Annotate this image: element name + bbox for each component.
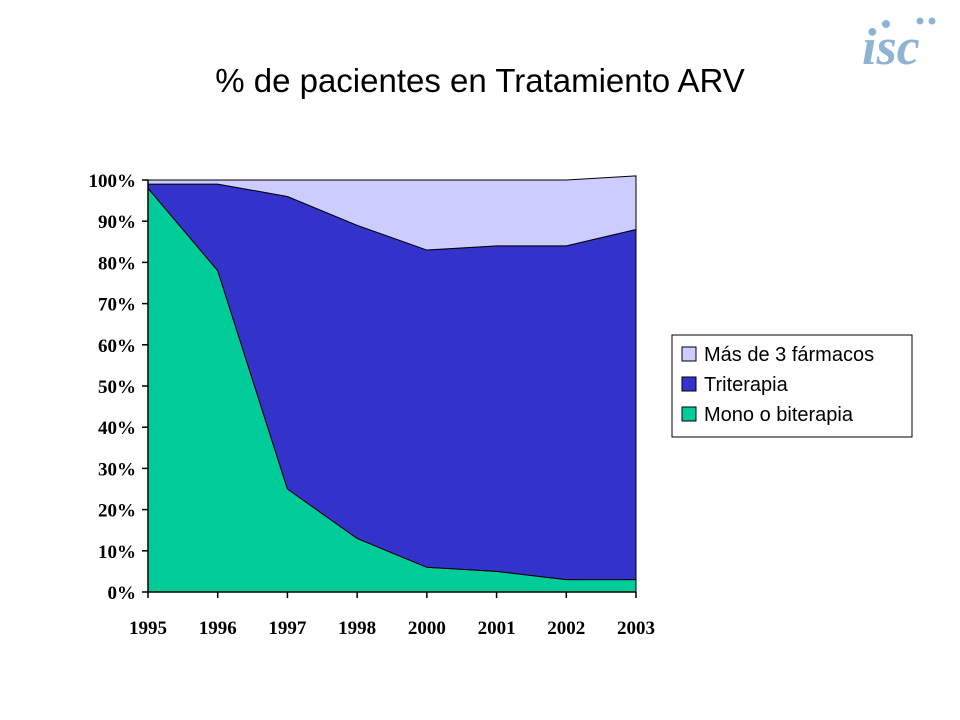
- y-tick-label: 40%: [98, 418, 136, 439]
- x-tick-label: 2002: [547, 618, 585, 639]
- y-tick-label: 90%: [98, 212, 136, 233]
- legend-label: Más de 3 fármacos: [704, 344, 874, 366]
- x-tick-label: 1997: [268, 618, 307, 639]
- x-tick-labels: 1995 1996 1997 1998 2000 2001 2002 2003: [129, 618, 655, 639]
- y-tick-label: 70%: [98, 295, 136, 316]
- legend-swatch: [681, 346, 697, 362]
- legend-label: Triterapia: [704, 374, 789, 396]
- y-tick-label: 100%: [89, 171, 137, 192]
- legend-swatch: [681, 406, 697, 422]
- logo-text: isc: [862, 19, 920, 74]
- area-series-3: [147, 175, 637, 251]
- x-tick-label: 1998: [338, 618, 376, 639]
- chart-axes: [142, 179, 637, 598]
- y-tick-labels: 0% 10% 20% 30% 40% 50% 60% 70% 80% 90% 100%: [89, 171, 137, 604]
- legend-label: Mono o biterapia: [704, 404, 854, 426]
- x-tick-label: 2003: [617, 618, 655, 639]
- chart-legend: Más de 3 fármacos Triterapia Mono o bitera…: [671, 334, 913, 438]
- isc-logo: isc: [862, 17, 936, 74]
- y-tick-label: 60%: [98, 336, 136, 357]
- slide-title: % de pacientes en Tratamiento ARV: [215, 62, 745, 99]
- y-tick-label: 80%: [98, 253, 136, 274]
- y-tick-label: 10%: [98, 542, 136, 563]
- x-tick-label: 1995: [129, 618, 167, 639]
- chart-areas: [147, 175, 637, 593]
- x-tick-label: 2001: [478, 618, 516, 639]
- legend-box: [671, 334, 913, 438]
- x-tick-label: 2000: [408, 618, 446, 639]
- y-tick-label: 50%: [98, 377, 136, 398]
- legend-swatch: [681, 376, 697, 392]
- x-tick-label: 1996: [199, 618, 237, 639]
- y-tick-label: 30%: [98, 459, 136, 480]
- y-tick-label: 20%: [98, 501, 136, 522]
- y-tick-label: 0%: [108, 583, 137, 604]
